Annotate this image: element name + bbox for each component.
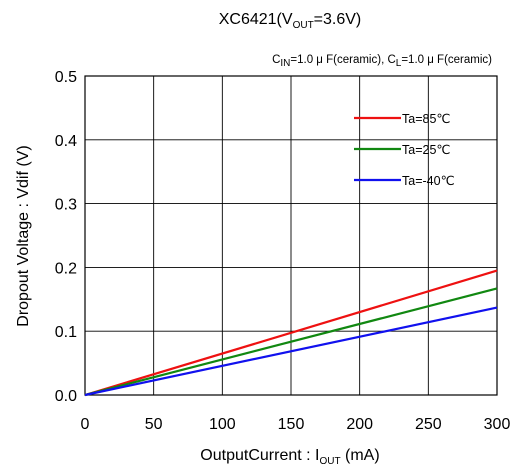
x-tick-labels: 0 50 100 150 200 250 300 bbox=[81, 416, 511, 433]
x-tick-label: 250 bbox=[415, 416, 442, 433]
x-tick-label: 200 bbox=[346, 416, 373, 433]
legend: Ta=85℃ Ta=25℃ Ta=-40℃ bbox=[354, 112, 455, 188]
y-tick-label: 0.1 bbox=[55, 324, 77, 341]
legend-label: Ta=25℃ bbox=[402, 143, 450, 157]
y-axis-label: Dropout Voltage : Vdif (V) bbox=[15, 145, 32, 326]
x-tick-label: 100 bbox=[209, 416, 236, 433]
x-tick-label: 300 bbox=[484, 416, 511, 433]
chart-title: XC6421(VOUT=3.6V) bbox=[219, 11, 362, 31]
series-line-3 bbox=[84, 306, 498, 397]
y-tick-label: 0.0 bbox=[55, 388, 77, 405]
x-tick-label: 50 bbox=[145, 416, 163, 433]
y-tick-label: 0.4 bbox=[55, 133, 77, 150]
legend-label: Ta=85℃ bbox=[402, 112, 450, 126]
series-line-2 bbox=[84, 287, 498, 397]
test-conditions: CIN=1.0 μ F(ceramic), CL=1.0 μ F(ceramic… bbox=[272, 54, 492, 69]
x-axis-label: OutputCurrent : IOUT (mA) bbox=[200, 447, 379, 467]
x-tick-label: 150 bbox=[278, 416, 305, 433]
x-tick-label: 0 bbox=[81, 416, 90, 433]
series-line-1 bbox=[84, 269, 498, 397]
y-tick-labels: 0.0 0.1 0.2 0.3 0.4 0.5 bbox=[55, 69, 77, 405]
grid bbox=[85, 76, 497, 395]
y-tick-label: 0.5 bbox=[55, 69, 77, 86]
series-lines bbox=[84, 269, 498, 397]
plot-border bbox=[84, 75, 498, 396]
y-tick-label: 0.2 bbox=[55, 260, 77, 277]
legend-label: Ta=-40℃ bbox=[402, 174, 455, 188]
y-tick-label: 0.3 bbox=[55, 197, 77, 214]
